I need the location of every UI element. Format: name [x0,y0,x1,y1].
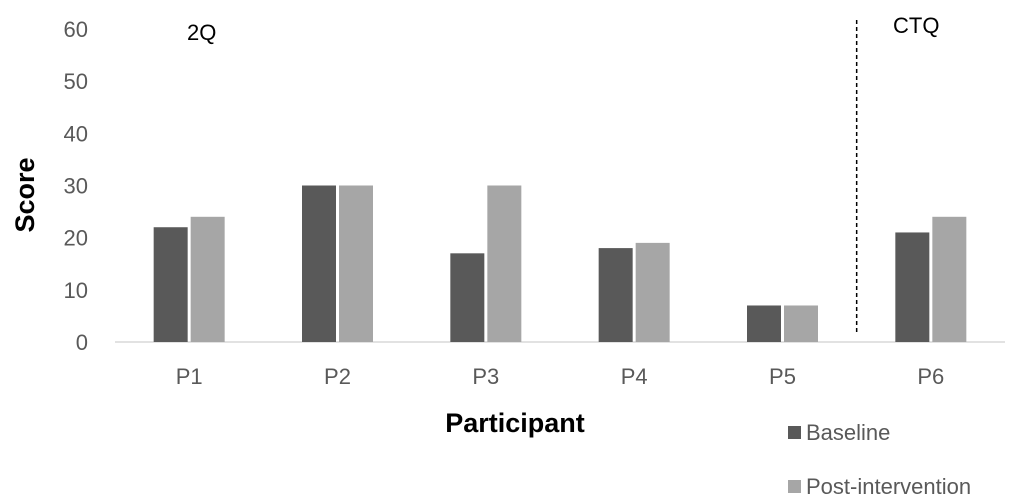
y-tick-label: 50 [64,69,88,94]
annotation-ctq: CTQ [893,13,939,38]
bar-baseline-p6 [895,232,930,342]
bar-post-intervention-p3 [487,185,522,342]
x-axis-title: Participant [445,408,585,438]
legend-label-baseline: Baseline [806,420,890,445]
y-axis-title: Score [10,157,40,232]
y-tick-label: 0 [76,330,88,355]
bar-baseline-p5 [747,305,781,342]
legend-label-post-intervention: Post-intervention [806,474,971,499]
y-tick-label: 30 [64,174,88,199]
legend: Baseline Post-intervention [788,420,971,499]
bar-post-intervention-p5 [784,305,818,342]
x-tick-label: P4 [621,364,648,389]
x-tick-label: P2 [324,364,351,389]
y-tick-label: 10 [64,278,88,303]
y-tick-label: 60 [64,17,88,42]
bar-post-intervention-p2 [339,185,373,342]
x-tick-label: P6 [917,364,944,389]
annotation-2q: 2Q [187,20,216,45]
bar-baseline-p1 [153,227,188,342]
bar-baseline-p3 [450,253,485,342]
x-axis-ticks: P1 P2 P3 P4 P5 P6 [176,364,945,389]
bar-post-intervention-p1 [190,216,225,342]
bars [153,185,967,342]
legend-swatch-post-intervention [788,480,801,493]
legend-swatch-baseline [788,426,801,439]
bar-baseline-p4 [598,248,633,342]
bar-baseline-p2 [302,185,336,342]
bar-post-intervention-p6 [932,216,967,342]
y-tick-label: 20 [64,226,88,251]
x-tick-label: P5 [769,364,796,389]
y-tick-label: 40 [64,121,88,146]
x-tick-label: P3 [472,364,499,389]
bar-post-intervention-p4 [635,242,670,342]
y-axis-ticks: 0 10 20 30 40 50 60 [64,17,88,355]
x-tick-label: P1 [176,364,203,389]
